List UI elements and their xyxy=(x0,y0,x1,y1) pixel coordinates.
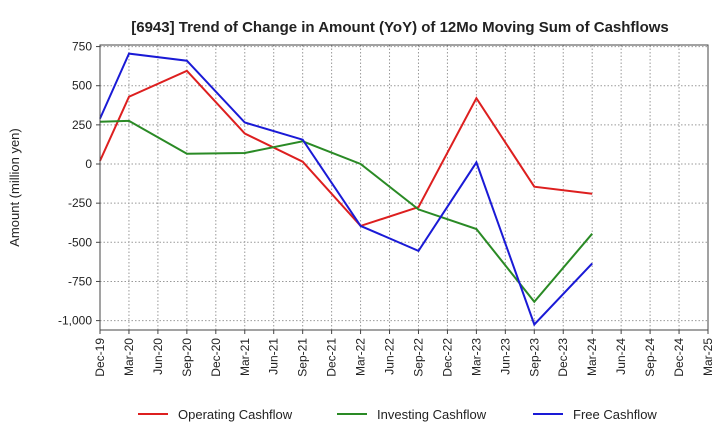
y-tick-label: -500 xyxy=(68,235,92,249)
x-tick-label: Dec-24 xyxy=(672,338,686,377)
x-tick-label: Dec-22 xyxy=(440,338,454,377)
chart-title: [6943] Trend of Change in Amount (YoY) o… xyxy=(131,19,669,36)
legend-label: Investing Cashflow xyxy=(377,407,487,422)
y-tick-label: 250 xyxy=(72,118,92,132)
x-tick-label: Dec-19 xyxy=(93,338,107,377)
series-line-free-cashflow xyxy=(99,52,593,327)
x-tick-label: Mar-20 xyxy=(122,338,136,376)
x-tick-label: Sep-22 xyxy=(411,338,425,377)
x-tick-label: Jun-20 xyxy=(151,338,165,375)
series-line-operating-cashflow xyxy=(99,69,593,228)
x-tick-label: Sep-20 xyxy=(180,338,194,377)
legend: Operating Cashflow Investing Cashflow Free… xyxy=(138,407,657,422)
y-tick-label: 500 xyxy=(72,79,92,93)
x-tick-label: Mar-24 xyxy=(585,338,599,376)
x-tick-label: Jun-22 xyxy=(383,338,397,375)
x-tick-label: Jun-21 xyxy=(267,338,281,375)
y-axis-label: Amount (million yen) xyxy=(7,128,22,247)
x-tick-label: Mar-25 xyxy=(701,338,715,376)
x-tick-label: Jun-23 xyxy=(498,338,512,375)
legend-label: Free Cashflow xyxy=(573,407,657,422)
y-tick-label: -250 xyxy=(68,196,92,210)
x-tick-label: Dec-20 xyxy=(209,338,223,377)
grid xyxy=(99,45,709,330)
y-tick-label: 750 xyxy=(72,40,92,54)
x-tick-label: Jun-24 xyxy=(614,338,628,375)
y-tick-label: -750 xyxy=(68,274,92,288)
series-line-investing-cashflow xyxy=(99,119,593,304)
x-tick-label: Dec-21 xyxy=(325,338,339,377)
x-tick-label: Sep-21 xyxy=(296,338,310,377)
x-tick-label: Mar-23 xyxy=(469,338,483,376)
y-axis-ticks: 750 500 250 0 -250 -500 -750 -1,000 xyxy=(58,40,100,328)
x-tick-label: Sep-23 xyxy=(527,338,541,377)
y-tick-label: 0 xyxy=(85,157,92,171)
legend-label: Operating Cashflow xyxy=(178,407,293,422)
plot-area-frame xyxy=(99,44,709,331)
y-tick-label: -1,000 xyxy=(58,314,92,328)
series-lines xyxy=(99,52,593,327)
x-tick-label: Mar-21 xyxy=(238,338,252,376)
x-tick-label: Sep-24 xyxy=(643,338,657,377)
x-tick-label: Mar-22 xyxy=(354,338,368,376)
x-axis-ticks: Dec-19 Mar-20 Jun-20 Sep-20 Dec-20 Mar-21 Jun-… xyxy=(93,330,715,377)
x-tick-label: Dec-23 xyxy=(556,338,570,377)
